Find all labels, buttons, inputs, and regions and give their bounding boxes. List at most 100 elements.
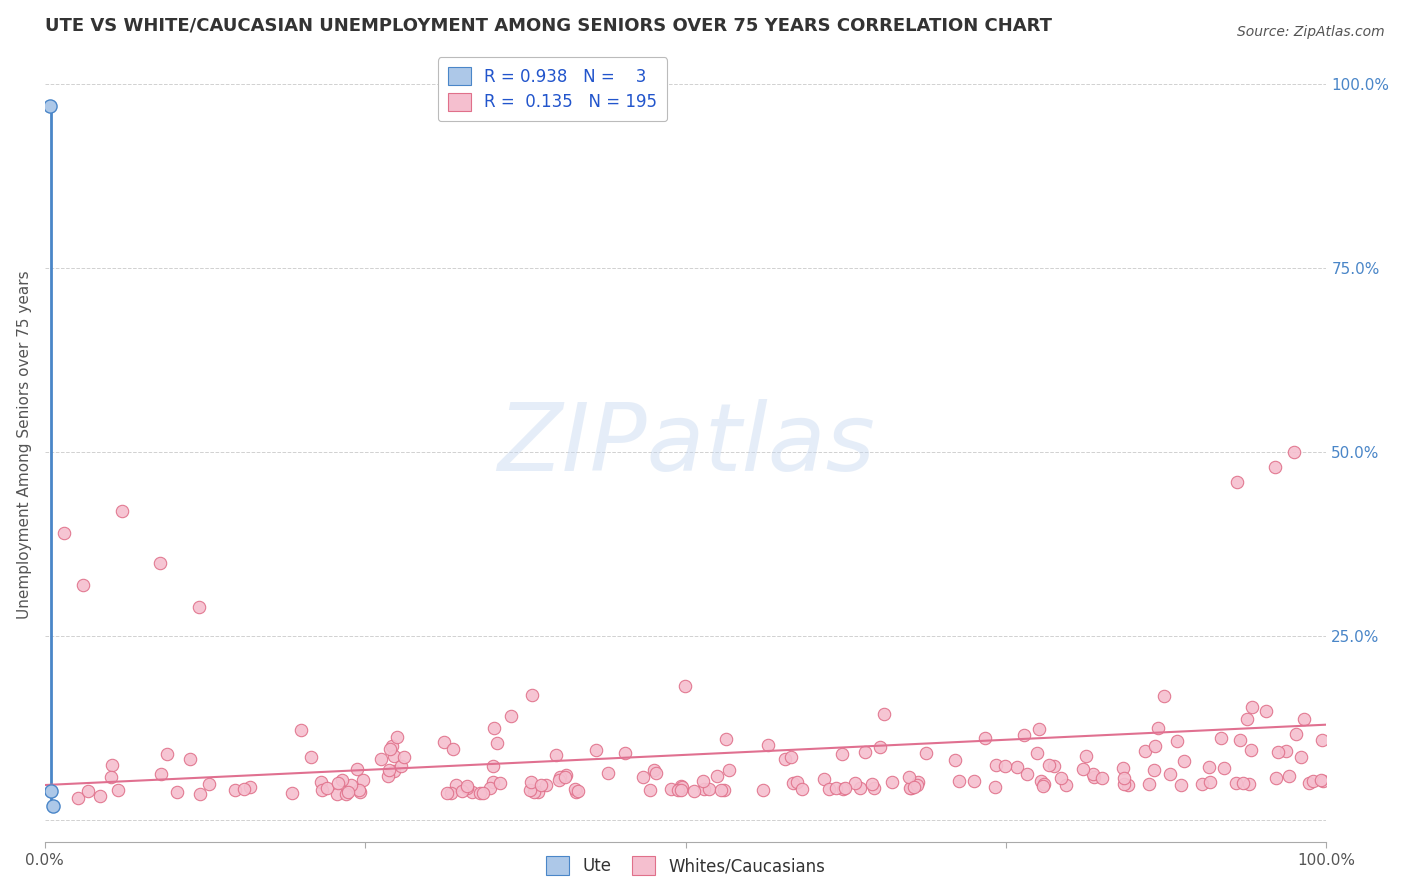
Point <box>499 708 522 723</box>
Point <box>633 770 655 784</box>
Point <box>111 504 134 518</box>
Point <box>614 746 637 760</box>
Point <box>381 739 404 754</box>
Point <box>1170 778 1192 792</box>
Point <box>311 783 333 797</box>
Point <box>1114 777 1136 791</box>
Point <box>710 783 733 797</box>
Point <box>1254 704 1277 718</box>
Point <box>1071 763 1094 777</box>
Point <box>790 782 813 797</box>
Point <box>1267 745 1289 759</box>
Point <box>1032 780 1054 794</box>
Point <box>782 775 804 789</box>
Point <box>281 786 304 800</box>
Point <box>352 773 374 788</box>
Point <box>671 780 693 794</box>
Point <box>905 778 928 792</box>
Point <box>1241 700 1264 714</box>
Point <box>1239 743 1261 757</box>
Point <box>598 765 620 780</box>
Point <box>1005 760 1028 774</box>
Point <box>1033 777 1056 791</box>
Point <box>869 739 891 754</box>
Point <box>326 787 349 801</box>
Point <box>224 783 246 797</box>
Point <box>832 781 855 796</box>
Point <box>187 599 209 614</box>
Point <box>673 679 696 693</box>
Point <box>382 749 405 764</box>
Point <box>1209 731 1232 745</box>
Point <box>1264 460 1286 475</box>
Point <box>392 750 415 764</box>
Point <box>818 781 841 796</box>
Point <box>349 785 371 799</box>
Point <box>330 772 353 787</box>
Point <box>1236 712 1258 726</box>
Point <box>238 780 260 794</box>
Point <box>659 782 682 797</box>
Point <box>1225 776 1247 790</box>
Point <box>564 781 586 796</box>
Point <box>1050 771 1073 785</box>
Point <box>387 730 409 744</box>
Point <box>378 764 401 778</box>
Point <box>567 784 589 798</box>
Point <box>780 750 803 764</box>
Point <box>554 768 576 782</box>
Point <box>481 775 503 789</box>
Point <box>1112 761 1135 775</box>
Point <box>666 783 689 797</box>
Point <box>898 770 921 784</box>
Point <box>1012 728 1035 742</box>
Point <box>456 779 478 793</box>
Point <box>482 759 505 773</box>
Point <box>1137 777 1160 791</box>
Point <box>758 738 780 752</box>
Point <box>880 774 903 789</box>
Point <box>472 786 495 800</box>
Point <box>900 781 922 796</box>
Point <box>436 786 458 800</box>
Point <box>520 688 543 702</box>
Point <box>974 731 997 745</box>
Point <box>156 747 179 761</box>
Point <box>706 769 728 783</box>
Point <box>752 782 775 797</box>
Text: UTE VS WHITE/CAUCASIAN UNEMPLOYMENT AMONG SENIORS OVER 75 YEARS CORRELATION CHAR: UTE VS WHITE/CAUCASIAN UNEMPLOYMENT AMON… <box>45 17 1052 35</box>
Point <box>39 784 62 798</box>
Legend: Ute, Whites/Caucasians: Ute, Whites/Caucasians <box>540 850 832 882</box>
Point <box>1054 778 1077 792</box>
Point <box>67 790 90 805</box>
Point <box>1029 773 1052 788</box>
Point <box>1198 760 1220 774</box>
Point <box>1038 757 1060 772</box>
Point <box>1076 748 1098 763</box>
Point <box>1298 775 1320 789</box>
Point <box>1302 774 1324 789</box>
Point <box>315 780 337 795</box>
Point <box>1212 761 1234 775</box>
Point <box>860 777 883 791</box>
Point <box>565 785 588 799</box>
Point <box>534 779 557 793</box>
Point <box>101 758 124 772</box>
Point <box>863 781 886 796</box>
Point <box>986 757 1008 772</box>
Point <box>1265 771 1288 785</box>
Point <box>554 770 576 784</box>
Point <box>41 798 63 813</box>
Point <box>530 778 553 792</box>
Point <box>1309 772 1331 787</box>
Point <box>478 780 501 795</box>
Point <box>1025 746 1047 760</box>
Point <box>585 743 607 757</box>
Point <box>100 770 122 784</box>
Point <box>150 767 173 781</box>
Point <box>994 759 1017 773</box>
Point <box>89 789 111 803</box>
Point <box>166 785 188 799</box>
Point <box>669 782 692 797</box>
Point <box>1028 722 1050 736</box>
